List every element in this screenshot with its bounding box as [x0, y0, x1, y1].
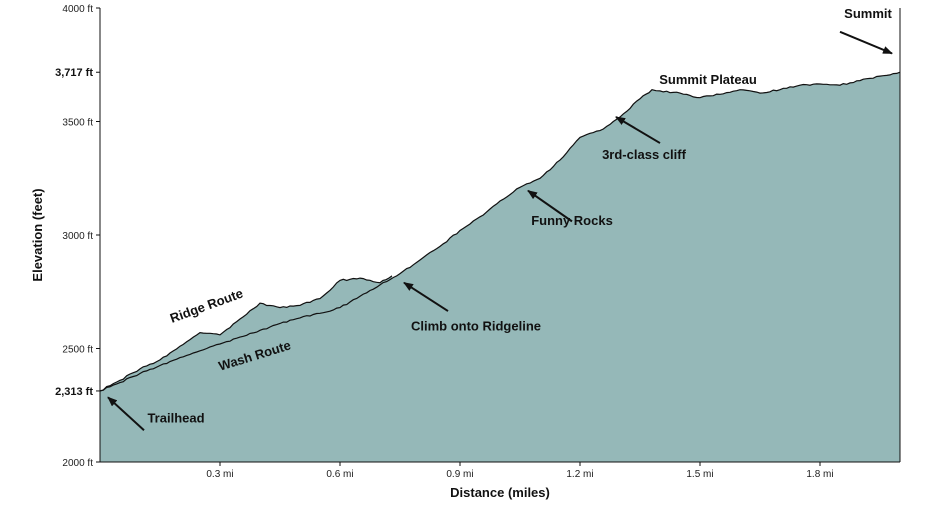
x-axis-title: Distance (miles): [450, 485, 550, 500]
x-tick-label: 0.9 mi: [446, 469, 473, 480]
y-tick-label: 2,313 ft: [55, 386, 93, 398]
ridge-route-line: [99, 275, 393, 392]
annotation-label: Climb onto Ridgeline: [411, 318, 541, 333]
y-axis-title: Elevation (feet): [30, 188, 45, 281]
annotation-label: 3rd-class cliff: [602, 147, 686, 162]
y-tick-label: 3500 ft: [62, 118, 93, 129]
ridge-route-area: [100, 275, 392, 462]
annotation-label: Funny Rocks: [531, 213, 613, 228]
axes: 2000 ft 2,313 ft 2500 ft 3000 ft 3500 ft 3,71…: [55, 4, 901, 480]
x-tick-label: 1.8 mi: [806, 469, 833, 480]
y-tick-label: 3,717 ft: [55, 67, 93, 79]
y-tick-label: 2500 ft: [62, 345, 93, 356]
y-tick-label: 4000 ft: [62, 4, 93, 15]
annotation-arrow: [107, 396, 145, 431]
annotation-label: Summit: [844, 6, 892, 21]
annotation-label: Trailhead: [147, 410, 204, 425]
x-tick-label: 0.6 mi: [326, 469, 353, 480]
y-tick-label: 2000 ft: [62, 458, 93, 469]
route-lines-layer: [99, 71, 901, 392]
annotation-arrow: [839, 30, 893, 55]
elevation-area-layer: [100, 72, 900, 462]
y-tick-label: 3000 ft: [62, 231, 93, 242]
x-tick-label: 1.5 mi: [686, 469, 713, 480]
annotation-label: Summit Plateau: [659, 72, 757, 87]
wash-route-line: [99, 71, 901, 392]
annotation-arrows: [107, 30, 893, 431]
annotation-label: Ridge Route: [168, 286, 245, 326]
annotation-arrow: [527, 189, 573, 223]
annotation-arrow: [403, 281, 449, 312]
x-tick-label: 1.2 mi: [566, 469, 593, 480]
x-tick-label: 0.3 mi: [206, 469, 233, 480]
annotation-arrow: [615, 116, 661, 144]
